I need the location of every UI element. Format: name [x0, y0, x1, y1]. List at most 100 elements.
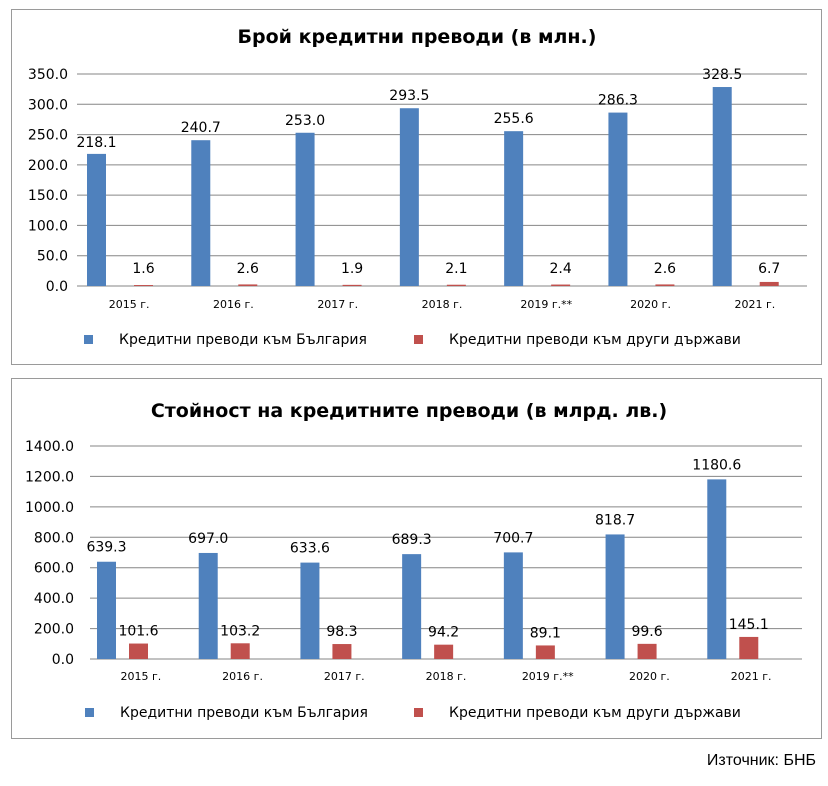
- x-tick-label: 2019 г.**: [522, 670, 574, 683]
- data-label-other: 94.2: [428, 625, 459, 641]
- x-tick-label: 2018 г.: [422, 298, 463, 311]
- legend-swatch-bulgaria: [84, 335, 93, 344]
- legend-label-bulgaria: Кредитни преводи към България: [119, 332, 367, 348]
- bar-value-other: [637, 643, 657, 659]
- data-label-other: 99.6: [631, 624, 662, 640]
- y-tick-label: 300.0: [28, 97, 68, 113]
- bar-count-other: [238, 284, 258, 286]
- y-tick-label: 1200.0: [25, 469, 74, 485]
- data-label-bulgaria: 255.6: [494, 111, 534, 127]
- bar-count-other: [759, 281, 779, 286]
- data-label-bulgaria: 1180.6: [692, 457, 741, 473]
- x-tick-label: 2020 г.: [629, 670, 670, 683]
- chart-count-svg: Брой кредитни преводи (в млн.) 0.0 50.0 100…: [28, 26, 807, 348]
- source-note: Източник: БНБ: [706, 752, 816, 769]
- data-label-bulgaria: 240.7: [181, 120, 221, 136]
- x-tick-label: 2017 г.: [324, 670, 365, 683]
- x-tick-label: 2020 г.: [630, 298, 671, 311]
- data-label-other: 103.2: [220, 623, 260, 639]
- bar-count-bulgaria: [608, 112, 628, 286]
- bar-value-other: [332, 644, 352, 659]
- bar-count-other: [551, 284, 571, 286]
- data-label-other: 1.9: [341, 261, 363, 277]
- data-label-other: 98.3: [326, 624, 357, 640]
- data-label-bulgaria: 293.5: [389, 88, 429, 104]
- data-label-bulgaria: 700.7: [493, 530, 533, 546]
- data-label-bulgaria: 818.7: [595, 512, 635, 528]
- data-label-bulgaria: 689.3: [392, 532, 432, 548]
- x-tick-label: 2017 г.: [317, 298, 358, 311]
- bar-value-bulgaria: [300, 562, 320, 659]
- bar-value-bulgaria: [97, 561, 116, 659]
- bar-value-bulgaria: [707, 479, 727, 659]
- y-tick-label: 400.0: [34, 591, 74, 607]
- bar-count-bulgaria: [191, 140, 211, 286]
- data-label-other: 2.1: [445, 261, 467, 277]
- legend-label-other: Кредитни преводи към други държави: [449, 332, 741, 348]
- x-tick-label: 2021 г.: [734, 298, 775, 311]
- bar-count-bulgaria: [295, 132, 315, 286]
- bar-count-other: [655, 284, 675, 286]
- x-tick-label: 2015 г.: [120, 670, 161, 683]
- legend-swatch-bulgaria: [85, 708, 94, 717]
- x-tick-label: 2016 г.: [213, 298, 254, 311]
- y-tick-label: 1000.0: [25, 500, 74, 516]
- y-tick-label: 250.0: [28, 128, 68, 144]
- legend-swatch-other: [414, 335, 423, 344]
- data-label-bulgaria: 286.3: [598, 93, 638, 109]
- chart-panel-value: Стойност на кредитните преводи (в млрд. …: [11, 378, 822, 739]
- y-tick-label: 100.0: [28, 218, 68, 234]
- x-tick-label: 2021 г.: [731, 670, 772, 683]
- data-label-bulgaria: 633.6: [290, 541, 330, 557]
- bar-value-other: [230, 643, 250, 659]
- data-label-bulgaria: 639.3: [86, 540, 126, 556]
- data-label-other: 6.7: [758, 261, 780, 277]
- bar-count-bulgaria: [712, 87, 732, 286]
- y-tick-label: 200.0: [28, 158, 68, 174]
- data-label-other: 2.4: [550, 261, 572, 277]
- x-tick-label: 2016 г.: [222, 670, 263, 683]
- y-tick-label: 0.0: [52, 652, 74, 668]
- y-tick-label: 50.0: [37, 249, 68, 265]
- x-tick-label: 2019 г.**: [520, 298, 572, 311]
- bar-count-other: [134, 285, 153, 286]
- data-label-other: 145.1: [729, 617, 769, 633]
- chart-title: Стойност на кредитните преводи (в млрд. …: [151, 400, 667, 422]
- y-tick-label: 350.0: [28, 67, 68, 83]
- data-label-bulgaria: 253.0: [285, 113, 325, 129]
- data-label-bulgaria: 697.0: [188, 531, 228, 547]
- chart-value-svg: Стойност на кредитните преводи (в млрд. …: [25, 400, 802, 721]
- data-label-other: 89.1: [530, 625, 561, 641]
- x-tick-label: 2015 г.: [109, 298, 150, 311]
- bar-value-other: [739, 636, 759, 659]
- bar-value-bulgaria: [402, 554, 422, 659]
- bar-count-bulgaria: [504, 131, 524, 286]
- bar-value-bulgaria: [198, 552, 218, 659]
- y-tick-label: 200.0: [34, 622, 74, 638]
- bar-value-bulgaria: [503, 552, 523, 659]
- y-tick-label: 600.0: [34, 561, 74, 577]
- x-tick-label: 2018 г.: [426, 670, 467, 683]
- chart-title: Брой кредитни преводи (в млн.): [238, 26, 597, 48]
- bar-count-other: [342, 284, 362, 286]
- data-label-other: 101.6: [118, 624, 158, 640]
- y-tick-label: 150.0: [28, 188, 68, 204]
- bar-value-other: [129, 643, 148, 659]
- y-tick-label: 800.0: [34, 530, 74, 546]
- legend-label-bulgaria: Кредитни преводи към България: [120, 705, 368, 721]
- data-label-other: 2.6: [237, 261, 259, 277]
- bar-count-other: [446, 284, 466, 286]
- chart-panel-count: Брой кредитни преводи (в млн.) 0.0 50.0 100…: [11, 9, 822, 365]
- legend-label-other: Кредитни преводи към други държави: [449, 705, 741, 721]
- y-tick-label: 0.0: [46, 279, 68, 295]
- data-label-bulgaria: 328.5: [702, 67, 742, 83]
- y-tick-label: 1400.0: [25, 439, 74, 455]
- bar-value-other: [535, 645, 555, 659]
- data-label-other: 1.6: [132, 261, 154, 277]
- bar-count-bulgaria: [87, 153, 106, 286]
- data-label-bulgaria: 218.1: [76, 135, 116, 151]
- bar-value-bulgaria: [605, 534, 625, 659]
- bar-count-bulgaria: [399, 108, 419, 286]
- data-label-other: 2.6: [654, 261, 676, 277]
- bar-value-other: [434, 644, 454, 659]
